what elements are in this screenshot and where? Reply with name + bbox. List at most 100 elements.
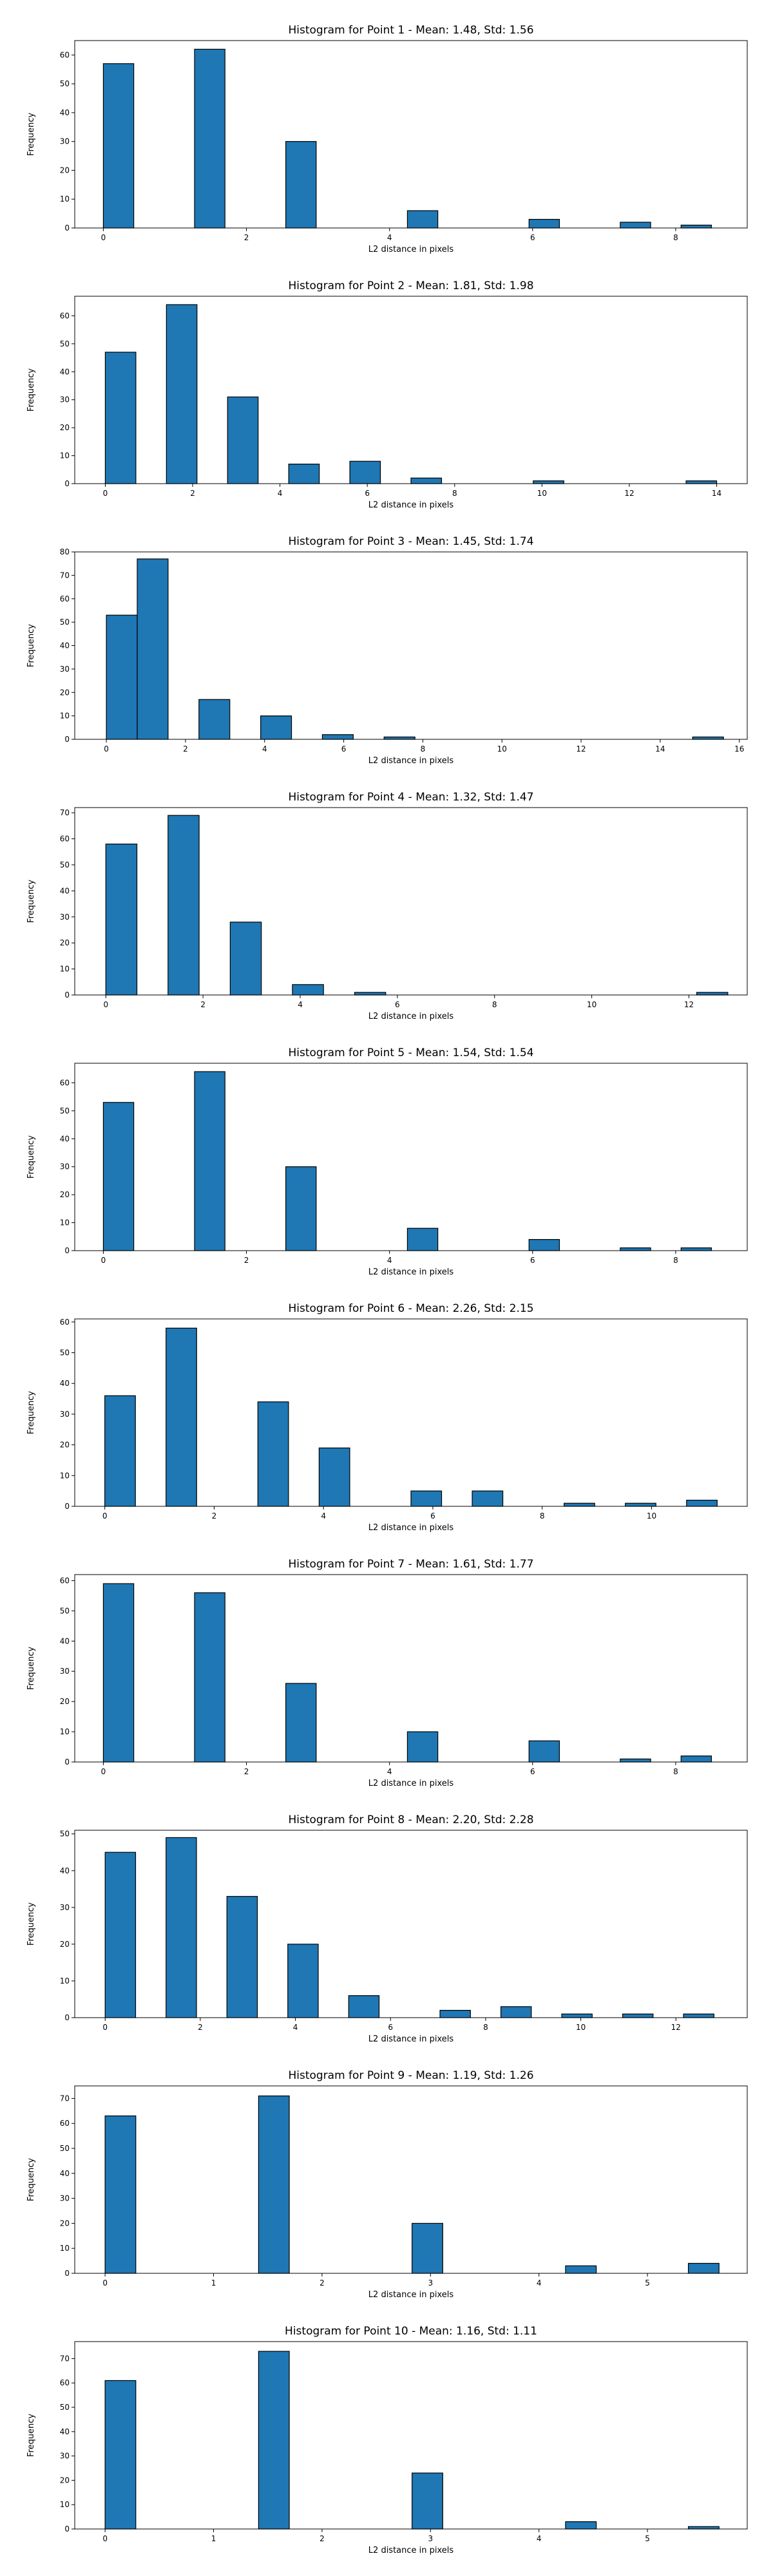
x-tick-label: 0 bbox=[101, 1256, 106, 1265]
y-axis-label: Frequency bbox=[26, 368, 36, 412]
x-tick-label: 2 bbox=[244, 1256, 249, 1265]
y-tick-label: 0 bbox=[64, 735, 70, 744]
axes-frame bbox=[74, 807, 748, 996]
x-tick-label: 6 bbox=[395, 1000, 400, 1009]
chart-title: Histogram for Point 9 - Mean: 1.19, Std:… bbox=[288, 2069, 533, 2082]
histogram-bar bbox=[692, 736, 724, 740]
histogram-panel: Histogram for Point 2 - Mean: 1.81, Std:… bbox=[26, 279, 748, 510]
y-axis-label: Frequency bbox=[26, 624, 36, 667]
histogram-bar bbox=[137, 558, 169, 740]
histogram-bar bbox=[354, 992, 386, 996]
y-tick-label: 60 bbox=[60, 1078, 70, 1087]
y-tick-label: 10 bbox=[60, 1471, 70, 1480]
histogram-bar bbox=[685, 480, 718, 484]
x-tick-label: 4 bbox=[298, 1000, 303, 1009]
histogram-bar bbox=[258, 2095, 290, 2274]
axes-frame bbox=[74, 40, 748, 229]
histogram-bar bbox=[260, 715, 292, 740]
histogram-bar bbox=[287, 1944, 319, 2018]
y-tick-label: 10 bbox=[60, 965, 70, 974]
histogram-bar bbox=[680, 224, 712, 229]
y-tick-label: 40 bbox=[60, 1636, 70, 1645]
y-tick-label: 20 bbox=[60, 1697, 70, 1706]
y-tick-label: 50 bbox=[60, 618, 70, 627]
y-tick-label: 60 bbox=[60, 1318, 70, 1327]
x-tick-label: 1 bbox=[211, 2534, 216, 2543]
x-tick-label: 10 bbox=[647, 1511, 656, 1520]
histogram-bar bbox=[105, 843, 138, 996]
y-axis-label: Frequency bbox=[26, 1647, 36, 1690]
histogram-bar bbox=[104, 2380, 137, 2530]
x-tick-label: 2 bbox=[212, 1511, 217, 1520]
x-tick-label: 0 bbox=[102, 2023, 108, 2032]
axes-frame bbox=[74, 2341, 748, 2530]
x-tick-label: 4 bbox=[387, 1767, 392, 1776]
x-tick-label: 10 bbox=[576, 2023, 586, 2032]
y-axis-label: Frequency bbox=[26, 2414, 36, 2457]
y-axis-label: Frequency bbox=[26, 1135, 36, 1179]
histogram-bar bbox=[167, 815, 200, 996]
histogram-bar bbox=[102, 1102, 135, 1251]
histogram-bar bbox=[528, 1740, 560, 1763]
x-tick-label: 10 bbox=[497, 744, 507, 753]
x-tick-label: 0 bbox=[103, 1000, 108, 1009]
histogram-panel: Histogram for Point 4 - Mean: 1.32, Std:… bbox=[26, 791, 748, 1021]
y-tick-label: 50 bbox=[60, 1348, 70, 1357]
histogram-bar bbox=[257, 1401, 289, 1507]
axes-frame bbox=[74, 1830, 748, 2018]
y-tick-label: 40 bbox=[60, 641, 70, 650]
chart-title: Histogram for Point 1 - Mean: 1.48, Std:… bbox=[288, 24, 533, 37]
chart-title: Histogram for Point 6 - Mean: 2.26, Std:… bbox=[288, 1302, 533, 1315]
x-tick-label: 4 bbox=[262, 744, 267, 753]
x-tick-label: 2 bbox=[200, 1000, 205, 1009]
y-tick-label: 10 bbox=[60, 1218, 70, 1227]
histogram-bar bbox=[285, 1683, 317, 1763]
axes-frame bbox=[74, 1063, 748, 1251]
histogram-panel: Histogram for Point 9 - Mean: 1.19, Std:… bbox=[26, 2069, 748, 2300]
histogram-bar bbox=[292, 984, 324, 996]
x-tick-label: 16 bbox=[734, 744, 744, 753]
y-tick-label: 20 bbox=[60, 688, 70, 697]
x-tick-label: 8 bbox=[421, 744, 426, 753]
histogram-bar bbox=[620, 1247, 651, 1251]
y-tick-label: 60 bbox=[60, 594, 70, 603]
y-tick-label: 0 bbox=[64, 2269, 70, 2278]
x-tick-label: 2 bbox=[183, 744, 188, 753]
y-tick-label: 30 bbox=[60, 1162, 70, 1171]
x-tick-label: 2 bbox=[320, 2278, 325, 2287]
histogram-bar bbox=[565, 2521, 597, 2530]
histogram-panel: Histogram for Point 8 - Mean: 2.20, Std:… bbox=[26, 1814, 748, 2044]
x-axis-label: L2 distance in pixels bbox=[368, 1267, 454, 1277]
y-tick-label: 40 bbox=[60, 108, 70, 117]
x-tick-label: 1 bbox=[211, 2278, 216, 2287]
y-tick-label: 60 bbox=[60, 1576, 70, 1585]
y-tick-label: 40 bbox=[60, 1134, 70, 1143]
x-axis-label: L2 distance in pixels bbox=[368, 1779, 454, 1788]
x-tick-label: 8 bbox=[540, 1511, 545, 1520]
y-tick-label: 50 bbox=[60, 1106, 70, 1115]
histogram-bars bbox=[102, 1071, 712, 1251]
y-axis-label: Frequency bbox=[26, 1391, 36, 1434]
y-tick-label: 60 bbox=[60, 311, 70, 320]
chart-title: Histogram for Point 8 - Mean: 2.20, Std:… bbox=[288, 1814, 533, 1826]
histogram-bar bbox=[412, 2472, 443, 2530]
x-tick-label: 14 bbox=[655, 744, 665, 753]
y-tick-label: 40 bbox=[60, 367, 70, 376]
histogram-bar bbox=[104, 1395, 136, 1507]
y-tick-label: 20 bbox=[60, 2476, 70, 2485]
y-tick-label: 60 bbox=[60, 2378, 70, 2387]
histogram-bar bbox=[194, 1592, 225, 1763]
y-tick-label: 50 bbox=[60, 2144, 70, 2153]
x-tick-label: 6 bbox=[388, 2023, 393, 2032]
x-axis-label: L2 distance in pixels bbox=[368, 2546, 454, 2555]
histogram-bar bbox=[198, 699, 231, 740]
x-tick-label: 2 bbox=[198, 2023, 203, 2032]
histogram-bars bbox=[102, 1583, 712, 1763]
histogram-bar bbox=[348, 1995, 380, 2018]
axes-frame bbox=[74, 2085, 748, 2274]
x-tick-label: 14 bbox=[712, 489, 721, 498]
histogram-bars bbox=[104, 1327, 718, 1507]
x-tick-label: 3 bbox=[428, 2278, 433, 2287]
histogram-bar bbox=[166, 1327, 197, 1507]
histogram-bar bbox=[561, 2013, 593, 2018]
